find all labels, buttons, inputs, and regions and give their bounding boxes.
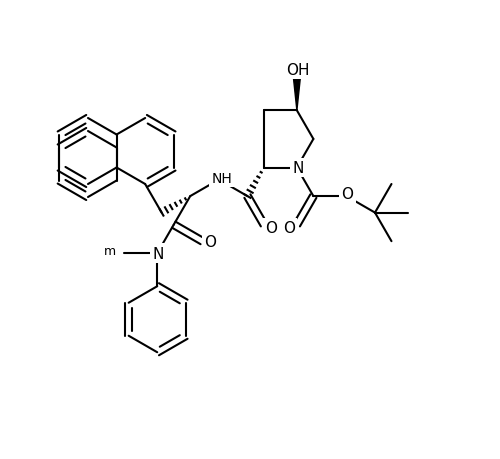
Text: N: N (152, 246, 164, 261)
Text: O: O (342, 186, 353, 201)
Text: NH: NH (212, 171, 232, 185)
Text: O: O (265, 221, 277, 235)
Text: N: N (292, 161, 304, 176)
Polygon shape (294, 78, 300, 111)
Text: m: m (104, 244, 116, 257)
Text: O: O (204, 234, 216, 249)
Text: O: O (283, 221, 295, 235)
Text: OH: OH (286, 63, 310, 78)
